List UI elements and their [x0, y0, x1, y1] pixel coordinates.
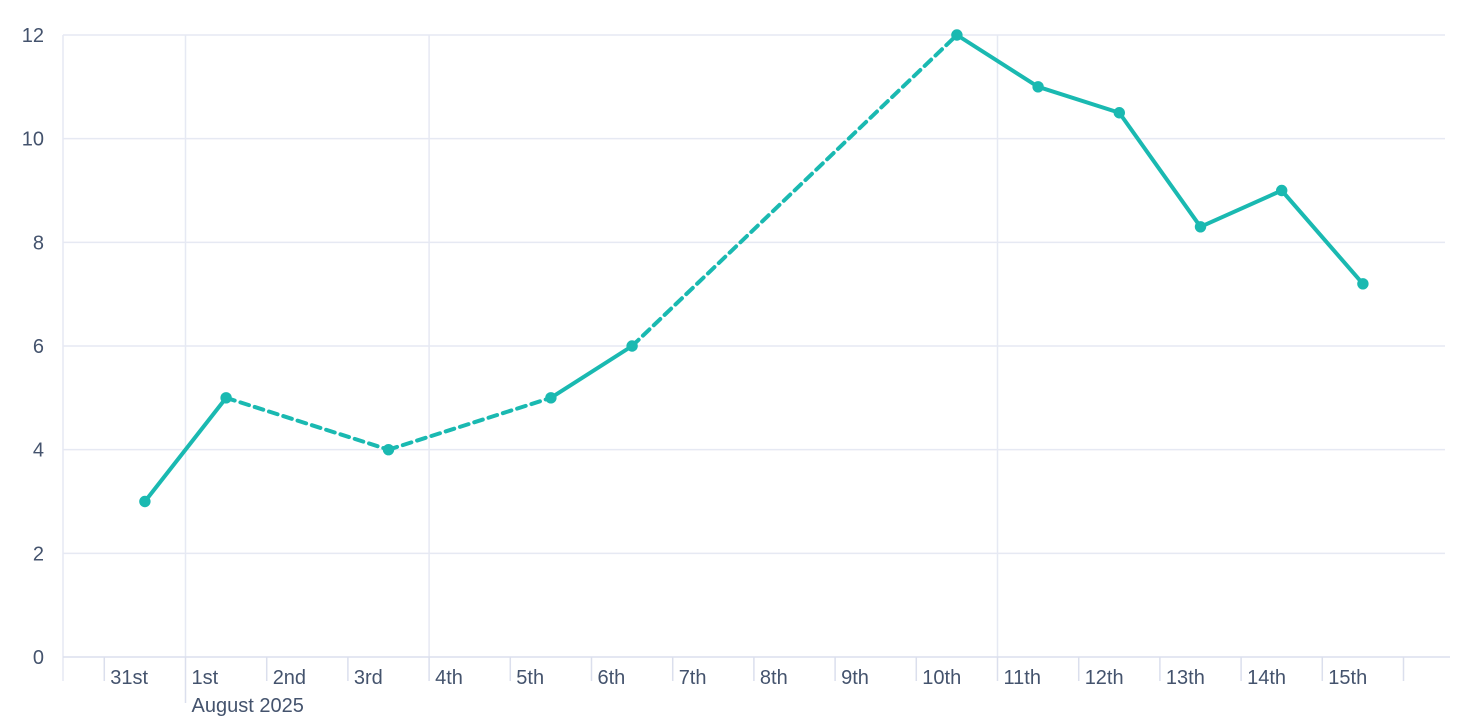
x-axis-label-31st: 31st — [110, 667, 148, 689]
x-axis-month-label: August 2025 — [192, 695, 304, 717]
line-segment-dashed — [386, 395, 553, 452]
y-axis-label: 10 — [22, 129, 44, 151]
x-axis-label-4th: 4th — [435, 667, 463, 689]
line-segment-solid — [1198, 188, 1284, 229]
data-point-13th[interactable] — [1194, 221, 1207, 233]
x-axis-label-2nd: 2nd — [273, 667, 306, 689]
y-axis-label: 2 — [33, 543, 44, 565]
line-segment-solid — [1036, 84, 1122, 115]
line-segment-solid — [142, 395, 229, 504]
data-point-5th[interactable] — [545, 392, 557, 404]
line-segment-solid — [1279, 188, 1365, 286]
data-point-3rd[interactable] — [382, 443, 395, 456]
y-axis-label: 8 — [33, 232, 44, 254]
data-point-14th[interactable] — [1276, 184, 1288, 197]
x-axis-label-3rd: 3rd — [354, 667, 383, 689]
data-point-31st[interactable] — [139, 495, 151, 508]
x-axis-label-15th: 15th — [1328, 667, 1367, 689]
x-axis-label-5th: 5th — [516, 667, 544, 689]
x-axis-label-8th: 8th — [760, 667, 788, 689]
data-point-15th[interactable] — [1357, 278, 1369, 290]
x-axis-label-9th: 9th — [841, 667, 869, 689]
line-segment-dashed — [630, 33, 959, 348]
x-axis-label-1st: 1st — [192, 667, 219, 689]
data-point-10th[interactable] — [951, 29, 963, 41]
x-axis-label-12th: 12th — [1085, 667, 1124, 689]
x-axis-label-7th: 7th — [679, 667, 707, 689]
x-axis-label-11th: 11th — [1004, 667, 1041, 689]
data-point-1st[interactable] — [220, 392, 232, 404]
line-segment-solid — [548, 344, 635, 400]
x-axis-label-6th: 6th — [598, 667, 626, 689]
data-point-11th[interactable] — [1032, 81, 1044, 93]
data-point-6th[interactable] — [626, 340, 638, 352]
data-point-12th[interactable] — [1113, 107, 1126, 119]
x-axis-label-13th: 13th — [1166, 667, 1205, 689]
line-segment-solid — [1117, 110, 1203, 229]
y-axis-label: 6 — [33, 336, 44, 358]
y-axis-label: 0 — [33, 647, 44, 669]
y-axis-label: 4 — [33, 440, 44, 462]
x-axis-label-14th: 14th — [1247, 667, 1286, 689]
y-axis-label: 12 — [22, 25, 44, 47]
line-segment-dashed — [224, 395, 391, 452]
x-axis-label-10th: 10th — [922, 667, 961, 689]
line-segment-solid — [954, 33, 1041, 89]
